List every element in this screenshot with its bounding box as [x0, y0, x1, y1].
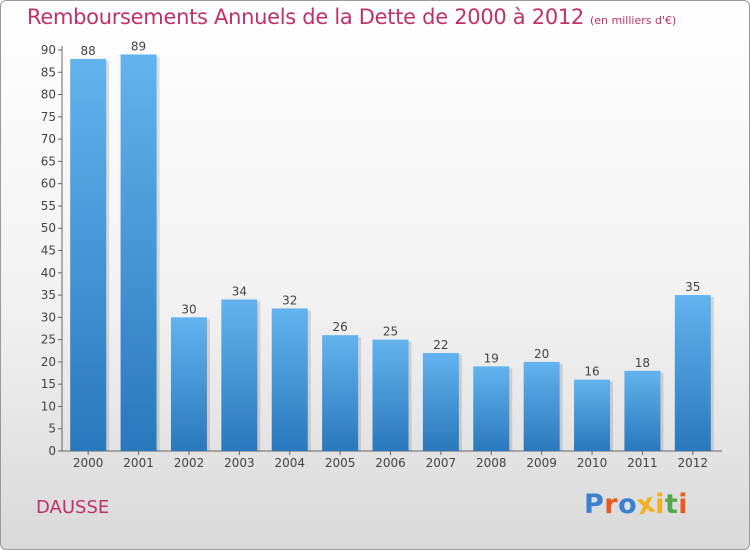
bar-value-label: 18 [635, 356, 650, 370]
x-tick-label: 2012 [678, 456, 709, 470]
y-tick-label: 60 [41, 177, 56, 191]
bar-value-label: 25 [383, 325, 398, 339]
y-tick-label: 35 [41, 288, 56, 302]
y-tick-label: 65 [41, 154, 56, 168]
bar [221, 299, 258, 451]
x-tick-label: 2003 [224, 456, 255, 470]
y-tick-label: 10 [41, 399, 56, 413]
y-tick-label: 70 [41, 132, 56, 146]
bar [574, 379, 611, 451]
bar-value-label: 26 [332, 320, 347, 334]
logo-letter: P [584, 489, 605, 520]
bar-value-label: 22 [433, 338, 448, 352]
y-tick-label: 30 [41, 310, 56, 324]
proxiti-logo: Proxiti [584, 487, 689, 521]
bar-value-label: 35 [685, 280, 700, 294]
y-tick-label: 15 [41, 377, 56, 391]
y-tick-label: 90 [41, 43, 56, 57]
x-tick-label: 2004 [274, 456, 305, 470]
bar-value-label: 34 [232, 285, 247, 299]
y-tick-label: 50 [41, 221, 56, 235]
x-tick-label: 2008 [476, 456, 507, 470]
bar [70, 58, 107, 452]
bar [120, 54, 157, 451]
bar [170, 317, 207, 451]
y-tick-label: 85 [41, 65, 56, 79]
y-tick-label: 80 [41, 88, 56, 102]
chart-title-text: Remboursements Annuels de la Dette de 20… [27, 5, 584, 29]
x-tick-label: 2002 [174, 456, 205, 470]
bar [271, 308, 308, 451]
y-tick-label: 55 [41, 199, 56, 213]
bar [523, 361, 560, 451]
bar-series: 88 89 30 34 32 26 25 22 19 20 16 18 35 [70, 39, 714, 452]
bar [422, 352, 459, 451]
chart-unit-label: (en milliers d'€) [590, 14, 677, 27]
chart-title: Remboursements Annuels de la Dette de 20… [27, 5, 676, 29]
commune-name: DAUSSE [36, 497, 110, 518]
bar-value-label: 30 [181, 302, 196, 316]
y-tick-label: 25 [41, 333, 56, 347]
x-tick-label: 2007 [426, 456, 457, 470]
logo-letter: i [655, 489, 665, 520]
x-tick-label: 2000 [73, 456, 104, 470]
y-tick-label: 0 [48, 444, 56, 458]
bar-value-label: 20 [534, 347, 549, 361]
bar [674, 295, 711, 451]
y-tick-label: 5 [48, 422, 56, 436]
x-tick-label: 2011 [627, 456, 658, 470]
x-tick-label: 2009 [526, 456, 557, 470]
bar-value-label: 16 [584, 365, 599, 379]
bar [473, 366, 510, 451]
y-tick-label: 40 [41, 266, 56, 280]
bar [322, 335, 359, 451]
y-tick-label: 20 [41, 355, 56, 369]
y-tick-label: 45 [41, 244, 56, 258]
logo-letter: i [678, 489, 689, 520]
x-tick-label: 2001 [123, 456, 154, 470]
bar-value-label: 19 [484, 351, 499, 365]
y-axis: 0 5 10 15 20 25 30 35 40 45 50 55 60 65 70 75 80 85 90 [41, 43, 63, 458]
x-tick-label: 2010 [577, 456, 608, 470]
y-tick-label: 75 [41, 110, 56, 124]
x-tick-label: 2006 [375, 456, 406, 470]
bar-value-label: 89 [131, 39, 146, 53]
bar-value-label: 88 [81, 44, 96, 58]
x-tick-label: 2005 [325, 456, 356, 470]
bar [624, 370, 661, 451]
logo-letter: r [604, 489, 619, 520]
x-axis: 2000 2001 2002 2003 2004 2005 2006 2007 2008 2009… [62, 450, 722, 470]
logo-letter: o [618, 489, 638, 520]
bar-value-label: 32 [282, 293, 297, 307]
logo-letter: t [664, 489, 679, 520]
bar [372, 339, 409, 451]
